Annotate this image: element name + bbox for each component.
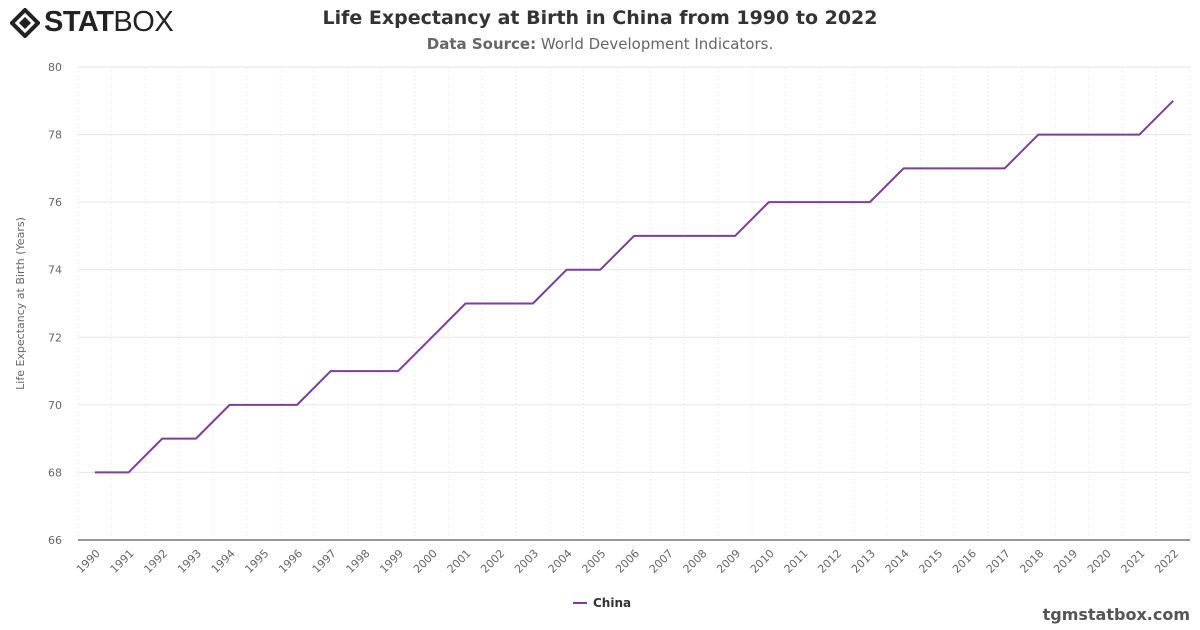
x-tick-label: 2007: [647, 547, 676, 576]
x-tick-label: 2006: [613, 547, 642, 576]
x-tick-label: 2000: [411, 547, 440, 576]
x-tick-label: 2018: [1017, 547, 1046, 576]
x-tick-label: 1998: [344, 547, 373, 576]
series-line-china: [94, 100, 1174, 474]
chart-subtitle: Data Source: World Development Indicator…: [0, 35, 1200, 53]
y-tick-label: 74: [48, 264, 62, 277]
y-tick-label: 76: [48, 196, 62, 209]
y-tick-label: 70: [48, 399, 62, 412]
y-tick-label: 68: [48, 466, 62, 479]
y-tick-label: 78: [48, 129, 62, 142]
x-tick-label: 2021: [1119, 547, 1148, 576]
legend-label: China: [593, 596, 632, 610]
x-tick-label: 2019: [1051, 547, 1080, 576]
y-tick-label: 72: [48, 331, 62, 344]
x-tick-label: 1992: [141, 547, 170, 576]
x-tick-label: 1990: [74, 547, 103, 576]
source-label: Data Source:: [426, 35, 537, 53]
x-tick-label: 2015: [916, 547, 945, 576]
x-tick-label: 2003: [512, 547, 541, 576]
legend-item-china[interactable]: China: [573, 596, 631, 610]
x-tick-label: 2011: [782, 547, 811, 576]
x-tick-label: 2010: [748, 547, 777, 576]
x-tick-label: 2009: [714, 547, 743, 576]
x-tick-label: 2012: [815, 547, 844, 576]
x-tick-label: 1996: [276, 547, 305, 576]
x-tick-label: 2022: [1152, 547, 1181, 576]
x-tick-label: 2014: [883, 547, 912, 576]
x-tick-label: 2001: [445, 547, 474, 576]
x-tick-label: 1995: [242, 547, 271, 576]
x-tick-label: 1994: [209, 547, 238, 576]
source-value: World Development Indicators.: [536, 35, 774, 53]
x-tick-label: 2013: [849, 547, 878, 576]
x-tick-label: 2020: [1085, 547, 1114, 576]
diamond-logo-icon: [10, 7, 40, 38]
y-tick-label: 66: [48, 534, 62, 547]
logo-light: BOX: [113, 6, 174, 38]
x-tick-label: 2004: [546, 547, 575, 576]
x-tick-label: 2005: [579, 547, 608, 576]
logo-bold: STAT: [44, 6, 114, 38]
chart-title: Life Expectancy at Birth in China from 1…: [322, 7, 878, 29]
x-tick-label: 2008: [681, 547, 710, 576]
statbox-logo: STATBOX: [10, 6, 174, 39]
x-tick-label: 2016: [950, 547, 979, 576]
x-tick-label: 1991: [108, 547, 137, 576]
x-tick-label: 1999: [377, 547, 406, 576]
x-tick-label: 1997: [310, 547, 339, 576]
legend-swatch: [573, 602, 587, 604]
x-tick-label: 2002: [478, 547, 507, 576]
watermark: tgmstatbox.com: [1042, 605, 1190, 624]
x-tick-label: 2017: [984, 547, 1013, 576]
y-tick-label: 80: [48, 61, 62, 74]
x-tick-label: 1993: [175, 547, 204, 576]
y-axis-label: Life Expectancy at Birth (Years): [14, 217, 27, 390]
